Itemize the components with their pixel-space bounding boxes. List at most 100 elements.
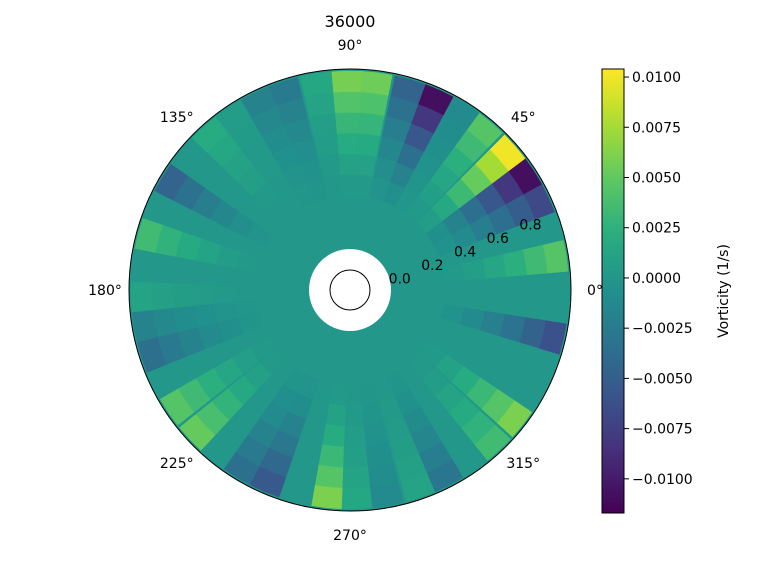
vorticity-sector — [154, 163, 273, 248]
vorticity-sector — [239, 86, 315, 209]
sector-band — [154, 163, 189, 201]
sector-band — [357, 112, 385, 137]
sector-band — [300, 71, 334, 98]
sector-band — [311, 484, 344, 510]
sector-band — [179, 414, 216, 451]
colorbar-tick-label: −0.0100 — [632, 472, 693, 488]
sector-band — [370, 482, 404, 509]
vorticity-sector — [382, 83, 454, 207]
r-tick-label: 0.8 — [519, 217, 541, 233]
vorticity-sector — [425, 157, 543, 245]
r-tick-label: 0.0 — [389, 272, 411, 288]
vorticity-sector — [440, 304, 567, 355]
vorticity-sector — [137, 312, 263, 373]
colorbar-tick-label: −0.0025 — [632, 321, 693, 337]
colorbar-tick-label: −0.0050 — [632, 371, 693, 387]
theta-tick-label: 315° — [506, 456, 540, 472]
vorticity-sector — [409, 354, 511, 461]
sector-band — [343, 445, 370, 468]
sector-band — [337, 153, 358, 176]
chart-title: 36000 — [325, 12, 376, 31]
vorticity-sector — [311, 383, 348, 510]
inner-blank-region — [309, 249, 391, 331]
vorticity-sector — [359, 381, 404, 509]
sector-band — [309, 112, 337, 138]
r-tick-labels: 0.0 0.2 0.4 0.6 0.8 — [389, 217, 542, 287]
r-tick-label: 0.6 — [487, 231, 509, 247]
sector-band — [330, 70, 363, 93]
sector-band — [539, 320, 567, 355]
vorticity-sector — [300, 71, 343, 198]
sector-band — [325, 403, 347, 427]
vorticity-sector — [130, 281, 256, 314]
vorticity-sector — [249, 374, 320, 498]
r-tick-label: 0.2 — [421, 258, 443, 274]
sector-band — [159, 388, 195, 426]
sector-band — [213, 284, 236, 305]
sector-band — [339, 174, 357, 196]
sector-band — [234, 285, 256, 303]
vorticity-sector — [330, 70, 363, 196]
sector-band — [345, 384, 363, 406]
vorticity-sector — [341, 384, 374, 510]
sector-band — [137, 337, 167, 373]
sector-band — [322, 423, 346, 448]
vorticity-sector — [420, 342, 533, 438]
sector-band — [249, 466, 287, 498]
sector-band — [134, 218, 163, 253]
colorbar-tick-label: −0.0075 — [632, 422, 693, 438]
sector-band — [192, 283, 215, 307]
sector-band — [332, 91, 361, 114]
sector-band — [318, 444, 346, 468]
theta-tick-label: 270° — [333, 528, 367, 544]
sector-band — [343, 425, 367, 448]
theta-tick-label: 135° — [160, 110, 194, 126]
colorbar-tick-label: 0.0100 — [632, 70, 681, 86]
sector-band — [314, 464, 345, 489]
colorbar-tick-label: 0.0000 — [632, 271, 681, 287]
vorticity-sector — [179, 349, 286, 451]
sector-band — [496, 400, 533, 438]
vorticity-sector — [134, 218, 261, 273]
sector-band — [474, 424, 511, 461]
sector-band — [542, 240, 569, 274]
vorticity-sector — [394, 96, 480, 214]
vorticity-sector — [131, 299, 259, 344]
sector-band — [151, 282, 174, 312]
vorticity-sector — [386, 371, 464, 493]
sector-band — [359, 71, 393, 96]
sector-band — [502, 249, 528, 277]
sector-band — [426, 459, 464, 493]
sector-band — [341, 486, 374, 510]
vorticity-sector — [369, 75, 426, 202]
sector-band — [130, 281, 154, 314]
colorbar-ticks: 0.0100 0.0075 0.0050 0.0025 0.0000 −0.0025 −0.… — [624, 70, 693, 488]
sector-band — [358, 91, 389, 116]
sector-band — [333, 112, 360, 134]
vorticity-sector — [416, 134, 526, 234]
colorbar-tick-label: 0.0025 — [632, 221, 681, 237]
colorbar — [601, 68, 625, 514]
theta-tick-label: 225° — [160, 456, 194, 472]
colorbar-label: Vorticity (1/s) — [716, 244, 732, 338]
sector-band — [191, 116, 229, 153]
theta-tick-labels: 0° 45° 90° 135° 180° 225° 270° 315° — [88, 38, 603, 544]
vorticity-sector — [354, 71, 393, 198]
sector-band — [355, 153, 377, 177]
vorticity-sector — [191, 116, 292, 225]
vorticity-sector — [442, 240, 569, 283]
vorticity-sector — [223, 367, 308, 486]
r-tick-label: 0.4 — [454, 244, 476, 260]
theta-tick-label: 90° — [338, 38, 363, 54]
sector-layer — [129, 69, 571, 511]
sector-band — [489, 134, 526, 172]
colorbar-tick-label: 0.0050 — [632, 170, 681, 186]
theta-tick-label: 0° — [587, 283, 603, 299]
sector-band — [342, 466, 372, 489]
sector-band — [356, 132, 381, 157]
sector-band — [335, 132, 359, 155]
colorbar-tick-label: 0.0075 — [632, 120, 681, 136]
theta-tick-label: 180° — [88, 283, 122, 299]
polar-axis-outline — [128, 68, 572, 512]
